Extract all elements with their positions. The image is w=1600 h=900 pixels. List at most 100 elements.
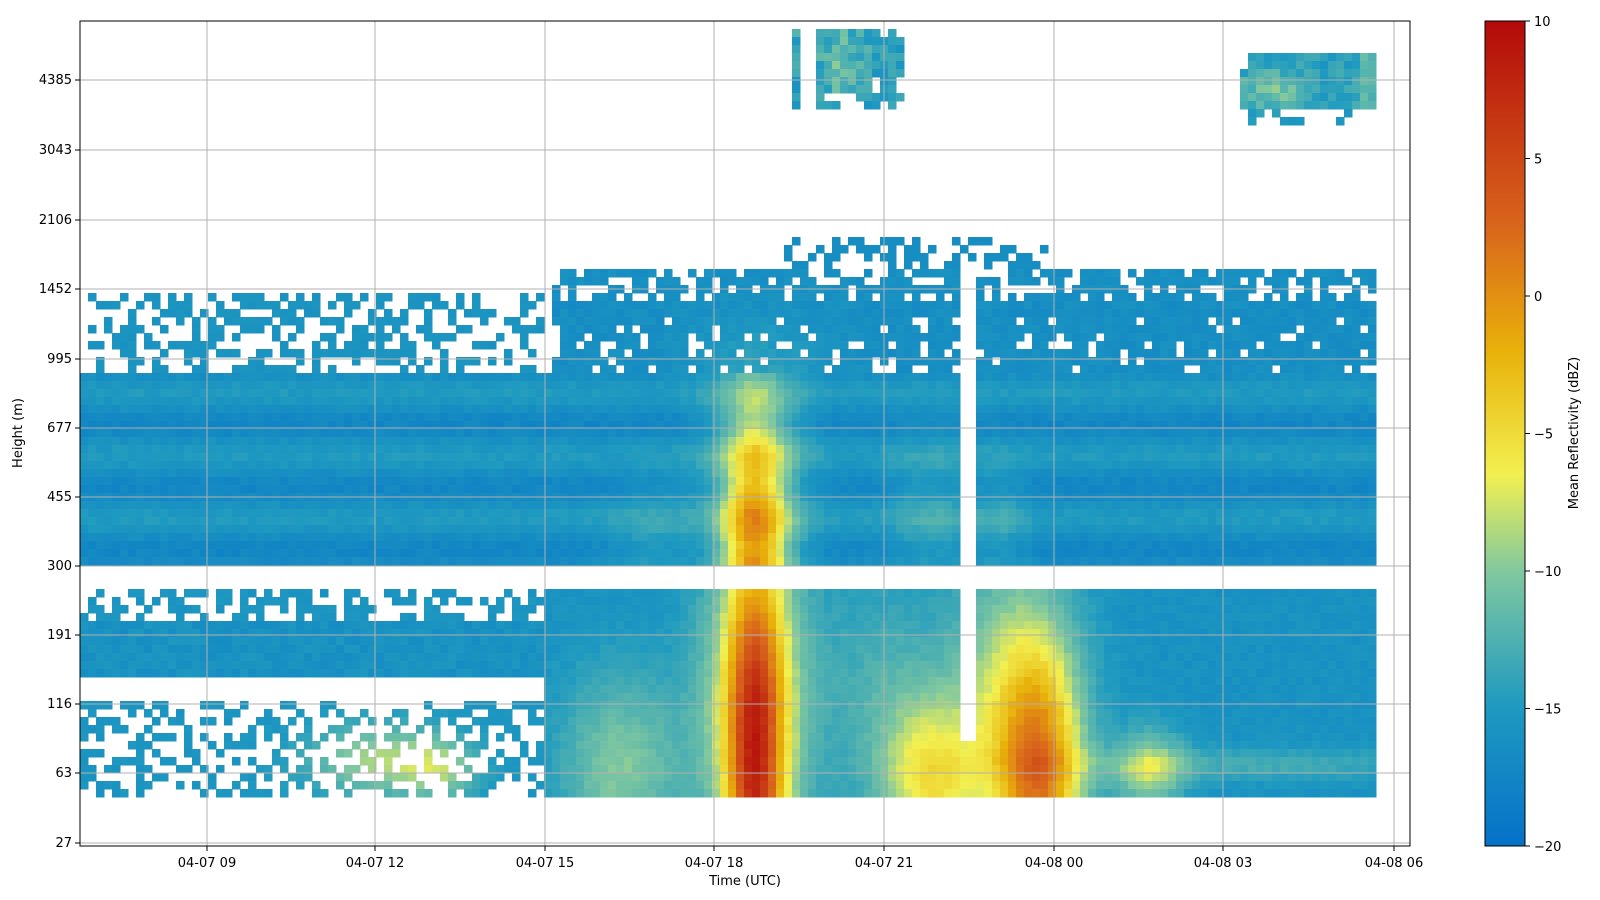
heatmap-cell	[280, 293, 289, 302]
heatmap-cell	[1192, 509, 1201, 518]
heatmap-cell	[584, 397, 593, 406]
heatmap-cell	[200, 309, 209, 318]
heatmap-cell	[1040, 501, 1049, 510]
heatmap-cell	[872, 413, 881, 422]
heatmap-cell	[864, 517, 873, 526]
heatmap-cell	[1112, 421, 1121, 430]
heatmap-cell	[656, 325, 665, 334]
heatmap-cell	[1160, 477, 1169, 486]
heatmap-cell	[744, 381, 753, 390]
heatmap-cell	[440, 357, 449, 366]
heatmap-cell	[704, 453, 713, 462]
heatmap-cell	[1248, 349, 1257, 358]
heatmap-cell	[1320, 77, 1329, 86]
heatmap-cell	[568, 501, 577, 510]
heatmap-cell	[696, 397, 705, 406]
heatmap-cell	[824, 85, 833, 94]
heatmap-cell	[664, 365, 673, 374]
heatmap-cell	[504, 357, 513, 366]
heatmap-cell	[792, 525, 801, 534]
heatmap-cell	[1280, 421, 1289, 430]
heatmap-cell	[712, 365, 721, 374]
heatmap-cell	[584, 437, 593, 446]
heatmap-cell	[1264, 61, 1273, 70]
heatmap-cell	[152, 445, 161, 454]
heatmap-cell	[696, 293, 705, 302]
heatmap-cell	[128, 509, 137, 518]
heatmap-cell	[200, 525, 209, 534]
heatmap-cell	[1056, 349, 1065, 358]
heatmap-cell	[1064, 365, 1073, 374]
heatmap-cell	[120, 381, 129, 390]
heatmap-cell	[112, 341, 121, 350]
heatmap-cell	[688, 357, 697, 366]
heatmap-cell	[424, 413, 433, 422]
heatmap-cell	[624, 293, 633, 302]
heatmap-cell	[928, 365, 937, 374]
heatmap-cell	[872, 525, 881, 534]
heatmap-cell	[96, 517, 105, 526]
heatmap-cell	[824, 381, 833, 390]
heatmap-cell	[1168, 389, 1177, 398]
heatmap-cell	[1152, 389, 1161, 398]
heatmap-cell	[272, 453, 281, 462]
heatmap-cell	[288, 373, 297, 382]
heatmap-cell	[376, 525, 385, 534]
heatmap-cell	[448, 373, 457, 382]
heatmap-cell	[1336, 485, 1345, 494]
heatmap-cell	[552, 461, 561, 470]
heatmap-cell	[176, 429, 185, 438]
heatmap-cell	[272, 309, 281, 318]
heatmap-cell	[888, 397, 897, 406]
heatmap-cell	[448, 525, 457, 534]
heatmap-cell	[1360, 93, 1369, 102]
heatmap-cell	[784, 517, 793, 526]
heatmap-cell	[1280, 445, 1289, 454]
heatmap-cell	[320, 485, 329, 494]
heatmap-cell	[776, 469, 785, 478]
heatmap-cell	[568, 509, 577, 518]
heatmap-cell	[680, 333, 689, 342]
heatmap-cell	[168, 445, 177, 454]
heatmap-cell	[544, 517, 553, 526]
heatmap-cell	[952, 461, 961, 470]
heatmap-cell	[768, 397, 777, 406]
heatmap-cell	[1008, 485, 1017, 494]
heatmap-cell	[520, 469, 529, 478]
heatmap-cell	[1240, 485, 1249, 494]
heatmap-cell	[1216, 429, 1225, 438]
heatmap-cell	[848, 429, 857, 438]
heatmap-cell	[800, 341, 809, 350]
heatmap-cell	[576, 501, 585, 510]
heatmap-cell	[1240, 69, 1249, 78]
heatmap-cell	[88, 477, 97, 486]
heatmap-cell	[368, 405, 377, 414]
heatmap-cell	[1056, 501, 1065, 510]
heatmap-cell	[504, 437, 513, 446]
heatmap-cell	[744, 413, 753, 422]
heatmap-cell	[408, 293, 417, 302]
heatmap-cell	[632, 445, 641, 454]
heatmap-cell	[80, 405, 89, 414]
heatmap-cell	[848, 421, 857, 430]
heatmap-cell	[1096, 277, 1105, 286]
heatmap-cell	[1088, 501, 1097, 510]
heatmap-cell	[704, 501, 713, 510]
heatmap-cell	[304, 525, 313, 534]
heatmap-cell	[976, 445, 985, 454]
heatmap-cell	[352, 341, 361, 350]
heatmap-cell	[192, 429, 201, 438]
heatmap-cell	[712, 349, 721, 358]
heatmap-cell	[552, 509, 561, 518]
heatmap-cell	[400, 413, 409, 422]
heatmap-cell	[512, 469, 521, 478]
heatmap-cell	[736, 333, 745, 342]
heatmap-cell	[240, 429, 249, 438]
heatmap-cell	[560, 501, 569, 510]
heatmap-cell	[504, 429, 513, 438]
heatmap-cell	[728, 413, 737, 422]
heatmap-cell	[496, 381, 505, 390]
heatmap-cell	[264, 501, 273, 510]
heatmap-cell	[736, 357, 745, 366]
heatmap-cell	[1336, 349, 1345, 358]
